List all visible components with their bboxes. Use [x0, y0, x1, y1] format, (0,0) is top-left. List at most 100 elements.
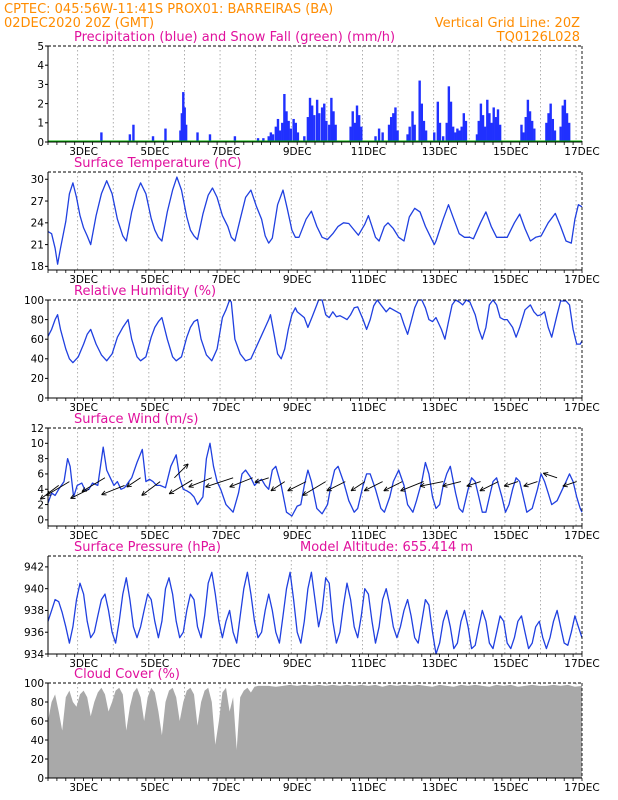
- wind-arrow: [383, 481, 403, 492]
- x-tick-label: 5DEC: [140, 658, 169, 670]
- precip-bar: [349, 126, 352, 142]
- x-tick-label: 11DEC: [351, 274, 386, 286]
- precip-bar: [494, 117, 498, 142]
- precip-bar: [351, 111, 354, 142]
- x-tick-label: 11DEC: [351, 146, 386, 158]
- precip-bar: [353, 122, 357, 142]
- precip-bar: [274, 126, 278, 142]
- precip-bar: [561, 105, 564, 142]
- precip-bar: [460, 126, 463, 142]
- precip-bar: [179, 130, 182, 142]
- precip-bar: [180, 113, 184, 142]
- precip-bar: [483, 126, 487, 142]
- precip-bar: [381, 132, 384, 142]
- x-tick-label: 3DEC: [69, 658, 98, 670]
- wind-arrow: [81, 477, 106, 493]
- precip-bar: [310, 105, 314, 142]
- y-tick-label: 0: [37, 515, 44, 527]
- wind-series-line: [47, 442, 583, 517]
- precip-bar: [325, 120, 328, 142]
- y-tick-label: 2: [37, 499, 44, 511]
- x-tick-label: 13DEC: [422, 402, 457, 414]
- wind-arrow: [326, 481, 346, 492]
- precip-panel: 0 1 2 3 4 5 3DEC 5DEC 7DEC 9DEC 11DEC 13DEC 15DEC 17D…: [37, 41, 599, 158]
- x-tick-label: 17DEC: [564, 658, 599, 670]
- precip-bar: [183, 107, 186, 142]
- y-tick-label: 20: [31, 754, 44, 766]
- y-tick-label: 18: [31, 261, 44, 273]
- wind-arrow: [479, 481, 499, 492]
- x-tick-label: 9DEC: [283, 782, 312, 794]
- y-tick-label: 942: [24, 562, 44, 574]
- x-tick-label: 7DEC: [212, 146, 241, 158]
- precip-bar: [357, 115, 361, 142]
- precip-bar: [456, 128, 459, 142]
- precip-bar: [458, 130, 461, 142]
- y-tick-label: 0: [37, 137, 44, 149]
- wind-arrow: [350, 481, 366, 492]
- x-tick-label: 3DEC: [69, 146, 98, 158]
- x-tick-label: 13DEC: [422, 274, 457, 286]
- wind-arrow: [126, 477, 141, 488]
- y-tick-label: 100: [24, 295, 44, 307]
- x-tick-label: 15DEC: [493, 782, 528, 794]
- y-tick-label: 80: [31, 314, 44, 326]
- x-tick-label: 3DEC: [69, 782, 98, 794]
- wind-arrow: [229, 477, 253, 488]
- y-tick-label: 934: [24, 649, 44, 661]
- precip-bar: [132, 124, 135, 142]
- precip-bar: [387, 124, 391, 142]
- y-tick-label: 80: [31, 697, 44, 709]
- x-tick-label: 15DEC: [493, 146, 528, 158]
- precip-bar: [520, 124, 523, 142]
- precip-bar: [533, 128, 536, 142]
- wind-arrow: [45, 481, 70, 496]
- precip-bar: [151, 136, 155, 142]
- precip-bar: [303, 136, 306, 142]
- header-model-code: TQ0126L028: [496, 30, 580, 45]
- precip-bar: [462, 113, 466, 142]
- precip-bar: [451, 126, 455, 142]
- x-tick-label: 13DEC: [422, 782, 457, 794]
- precip-bar: [559, 126, 562, 142]
- y-tick-label: 8: [37, 453, 44, 465]
- x-tick-label: 7DEC: [212, 658, 241, 670]
- precip-bar: [486, 99, 489, 142]
- precip-bar: [445, 122, 448, 142]
- x-tick-label: 15DEC: [493, 402, 528, 414]
- precip-bar: [355, 105, 359, 142]
- wind-arrow: [503, 481, 519, 488]
- rh-series-line: [47, 299, 583, 364]
- temp-panel: 18 21 24 27 30 3DEC 5DEC 7DEC 9DEC 11DEC 13DEC 15DE…: [31, 171, 600, 286]
- x-tick-label: 17DEC: [564, 402, 599, 414]
- wind-arrow: [442, 481, 462, 488]
- precip-bar: [490, 122, 493, 142]
- precip-bar: [447, 86, 451, 142]
- precip-bar: [360, 126, 363, 142]
- y-tick-label: 0: [37, 393, 44, 405]
- precip-bar: [323, 103, 326, 142]
- precip-bar: [553, 130, 557, 142]
- precip-bar: [377, 128, 381, 142]
- y-tick-label: 3: [37, 79, 44, 91]
- precip-bar: [492, 107, 495, 142]
- wind-arrow: [174, 463, 189, 479]
- precip-bar: [328, 124, 331, 142]
- precip-bar: [269, 132, 273, 142]
- precip-bar: [278, 130, 282, 142]
- precip-bar: [567, 122, 571, 142]
- x-tick-label: 13DEC: [422, 658, 457, 670]
- precip-bar: [262, 138, 265, 142]
- y-tick-label: 24: [31, 218, 45, 230]
- x-tick-label: 9DEC: [283, 658, 312, 670]
- precip-bar: [551, 118, 555, 142]
- precip-bar: [392, 113, 395, 142]
- x-tick-label: 9DEC: [283, 402, 312, 414]
- y-tick-label: 10: [31, 438, 44, 450]
- x-tick-label: 5DEC: [140, 530, 169, 542]
- precip-bar: [320, 107, 324, 142]
- pres-panel-title: Surface Pressure (hPa): [74, 540, 221, 555]
- precip-bar: [433, 132, 436, 142]
- precip-bar: [498, 124, 502, 142]
- y-tick-label: 5: [37, 41, 44, 53]
